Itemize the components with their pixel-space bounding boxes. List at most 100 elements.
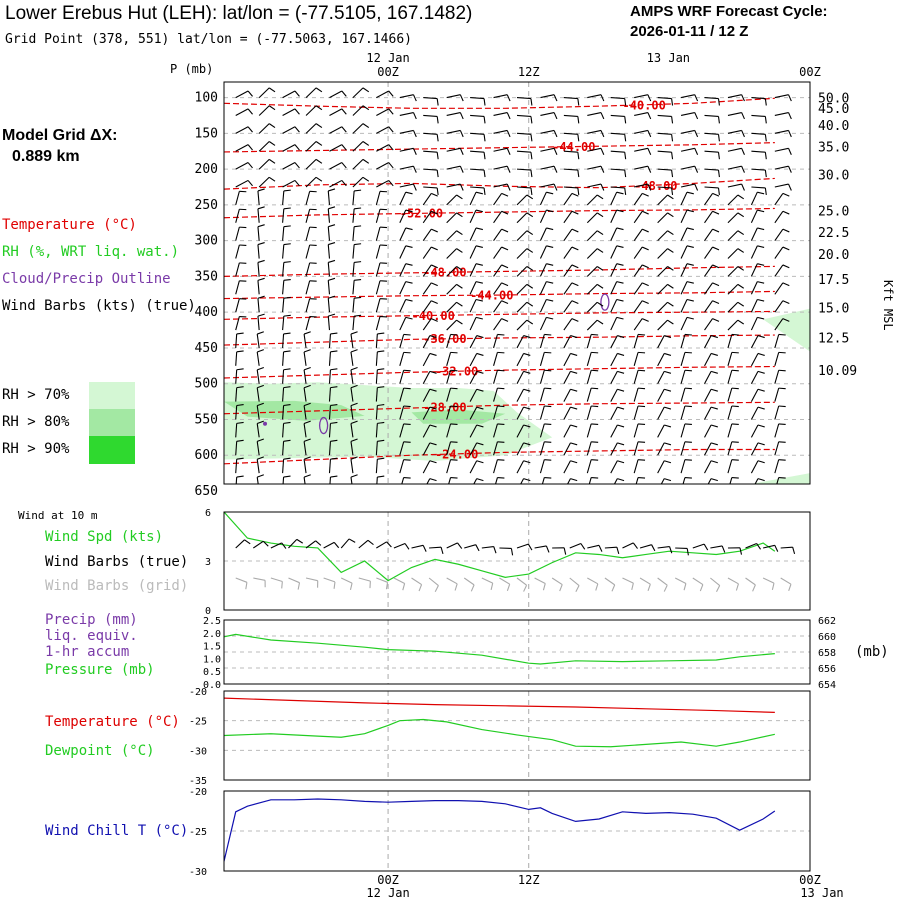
xs-wind-barb-feather <box>456 301 463 307</box>
xs-wind-barb <box>657 284 668 295</box>
xs-wind-barb <box>303 351 307 366</box>
xs-wind-barb <box>258 158 270 170</box>
xs-wind-barb <box>257 226 260 241</box>
xs-wind-barb <box>634 147 649 152</box>
xs-wind-barb-feather <box>570 335 578 339</box>
xs-wind-barb <box>328 333 332 348</box>
xs-wind-barb <box>235 226 240 241</box>
xs-wind-barb-feather <box>475 298 483 302</box>
xs-wind-barb-feather <box>476 442 484 446</box>
xs-wind-barb-feather <box>782 192 790 197</box>
xs-wind-barb <box>256 333 260 349</box>
isotherm-label: -40.00 <box>622 98 665 112</box>
xs-wind-barb <box>375 351 378 366</box>
grid-wind-barb <box>762 577 775 584</box>
bottom-date-12jan: 12 Jan <box>366 886 409 900</box>
xs-wind-barb <box>563 97 578 100</box>
pressure-tick-label: 350 <box>195 269 218 284</box>
xs-wind-barb-feather <box>236 475 244 478</box>
xs-wind-barb-feather <box>501 264 509 269</box>
xs-wind-barb-feather <box>257 366 264 371</box>
xs-wind-barb-feather <box>684 405 692 408</box>
xs-wind-barb <box>399 129 414 134</box>
xs-wind-barb-feather <box>741 112 745 120</box>
xs-wind-barb <box>634 112 649 117</box>
xs-wind-barb-feather <box>236 386 244 389</box>
xs-wind-barb-feather <box>638 476 646 479</box>
height-tick-label: 17.5 <box>818 273 849 288</box>
xs-wind-barb <box>516 132 532 135</box>
xs-wind-barb-feather <box>431 246 438 251</box>
xs-wind-barb-feather <box>782 282 790 287</box>
xs-wind-barb <box>539 227 547 241</box>
sfc-wind-barb <box>323 541 335 549</box>
xs-wind-barb <box>399 263 407 277</box>
xs-wind-barb-feather <box>459 148 464 155</box>
xs-wind-barb-feather <box>247 144 253 151</box>
xs-wind-barb <box>586 266 598 277</box>
xs-wind-barb <box>704 388 712 402</box>
xs-wind-barb-feather <box>436 116 439 124</box>
xs-wind-barb-feather <box>315 141 323 146</box>
panel-frame <box>223 690 811 781</box>
sfc-wind-barb <box>446 542 458 549</box>
grid-wind-barb-feather <box>542 583 546 591</box>
xs-wind-barb-feather <box>330 475 338 478</box>
xs-wind-barb-feather <box>546 245 554 248</box>
xs-wind-barb <box>634 94 649 99</box>
xs-wind-barb-feather <box>354 278 362 281</box>
xs-wind-barb <box>235 316 240 331</box>
xs-wind-barb-feather <box>403 387 411 390</box>
xs-wind-barb <box>258 105 270 116</box>
xs-wind-barb-feather <box>616 227 624 231</box>
xs-wind-barb-feather <box>616 281 624 284</box>
xs-wind-barb <box>634 129 649 134</box>
sfc-wind-barb-feather <box>457 542 463 549</box>
xs-wind-barb-feather <box>350 349 358 353</box>
xs-wind-barb-feather <box>546 209 554 213</box>
xs-wind-barb <box>610 442 618 456</box>
xs-wind-barb <box>750 263 758 277</box>
xs-wind-barb-feather <box>283 332 291 335</box>
xs-wind-barb <box>493 459 498 474</box>
xsection-frame <box>223 81 811 485</box>
xs-wind-barb-feather <box>412 148 417 155</box>
xs-wind-barb <box>303 423 307 438</box>
xs-wind-barb-feather <box>405 316 413 320</box>
xs-wind-barb <box>610 335 618 349</box>
xs-wind-barb-feather <box>596 194 604 200</box>
xs-wind-barb <box>235 351 238 366</box>
xs-wind-barb <box>751 168 766 171</box>
xs-wind-barb-feather <box>429 335 437 339</box>
xs-wind-barb <box>282 162 296 170</box>
xs-wind-barb <box>657 114 672 117</box>
isotherm-label: -48.00 <box>423 266 466 280</box>
xs-wind-barb <box>750 424 759 438</box>
xs-wind-barb-feather <box>667 212 674 218</box>
xs-wind-barb-feather <box>782 246 790 251</box>
xs-wind-barb-feather <box>497 387 505 390</box>
xs-wind-barb <box>305 262 311 277</box>
xs-wind-barb-feather <box>436 170 439 178</box>
temp-tick-label: -20 <box>189 687 207 698</box>
xs-wind-barb <box>774 193 784 206</box>
sfc-wind-barb <box>393 542 406 549</box>
pressure-tick-label: 500 <box>195 377 218 392</box>
xs-wind-barb-feather <box>350 402 358 407</box>
xs-wind-barb-feather <box>501 282 509 287</box>
xs-wind-barb <box>256 477 259 484</box>
xs-wind-barb <box>305 209 311 223</box>
xs-wind-barb <box>493 300 503 313</box>
xs-wind-barb <box>493 246 503 259</box>
xs-wind-barb-feather <box>354 207 362 210</box>
xs-wind-barb-feather <box>596 266 604 271</box>
grid-wind-barb-feather <box>402 583 406 591</box>
xs-wind-barb-feather <box>667 266 674 271</box>
xs-wind-barb <box>704 442 712 456</box>
xs-wind-barb <box>305 105 317 116</box>
grid-wind-barb <box>569 577 580 586</box>
model-grid-value: 0.889 km <box>12 148 80 165</box>
xs-wind-barb-feather <box>526 212 534 218</box>
xs-wind-barb <box>446 319 457 331</box>
wind-barbs-grid-label: Wind Barbs (grid) <box>45 578 189 594</box>
